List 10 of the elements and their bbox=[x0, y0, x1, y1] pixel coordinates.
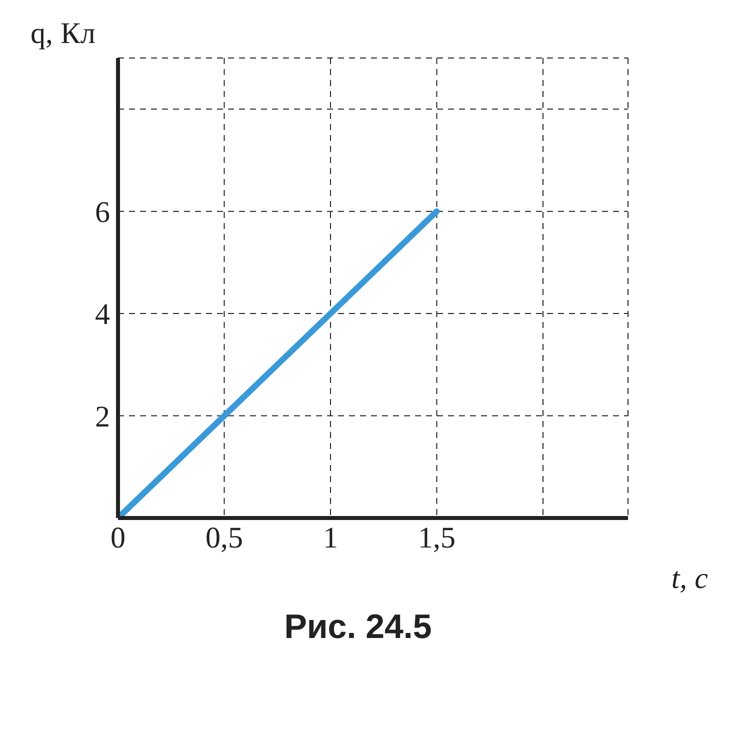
x-tick-label: 1,5 bbox=[418, 521, 456, 554]
y-axis-title: q, Кл bbox=[30, 17, 96, 50]
text: Рис. 24.5 bbox=[283, 608, 433, 647]
x-axis-title: t, с bbox=[671, 562, 708, 595]
y-tick-label: 4 bbox=[95, 298, 110, 332]
x-tick-label: 0 bbox=[110, 521, 126, 554]
y-tick-label: 2 bbox=[95, 400, 110, 434]
x-tick-label: 0,5 bbox=[206, 521, 243, 554]
y-tick-label: 6 bbox=[95, 196, 110, 229]
x-tick-label: 1 bbox=[323, 521, 338, 554]
